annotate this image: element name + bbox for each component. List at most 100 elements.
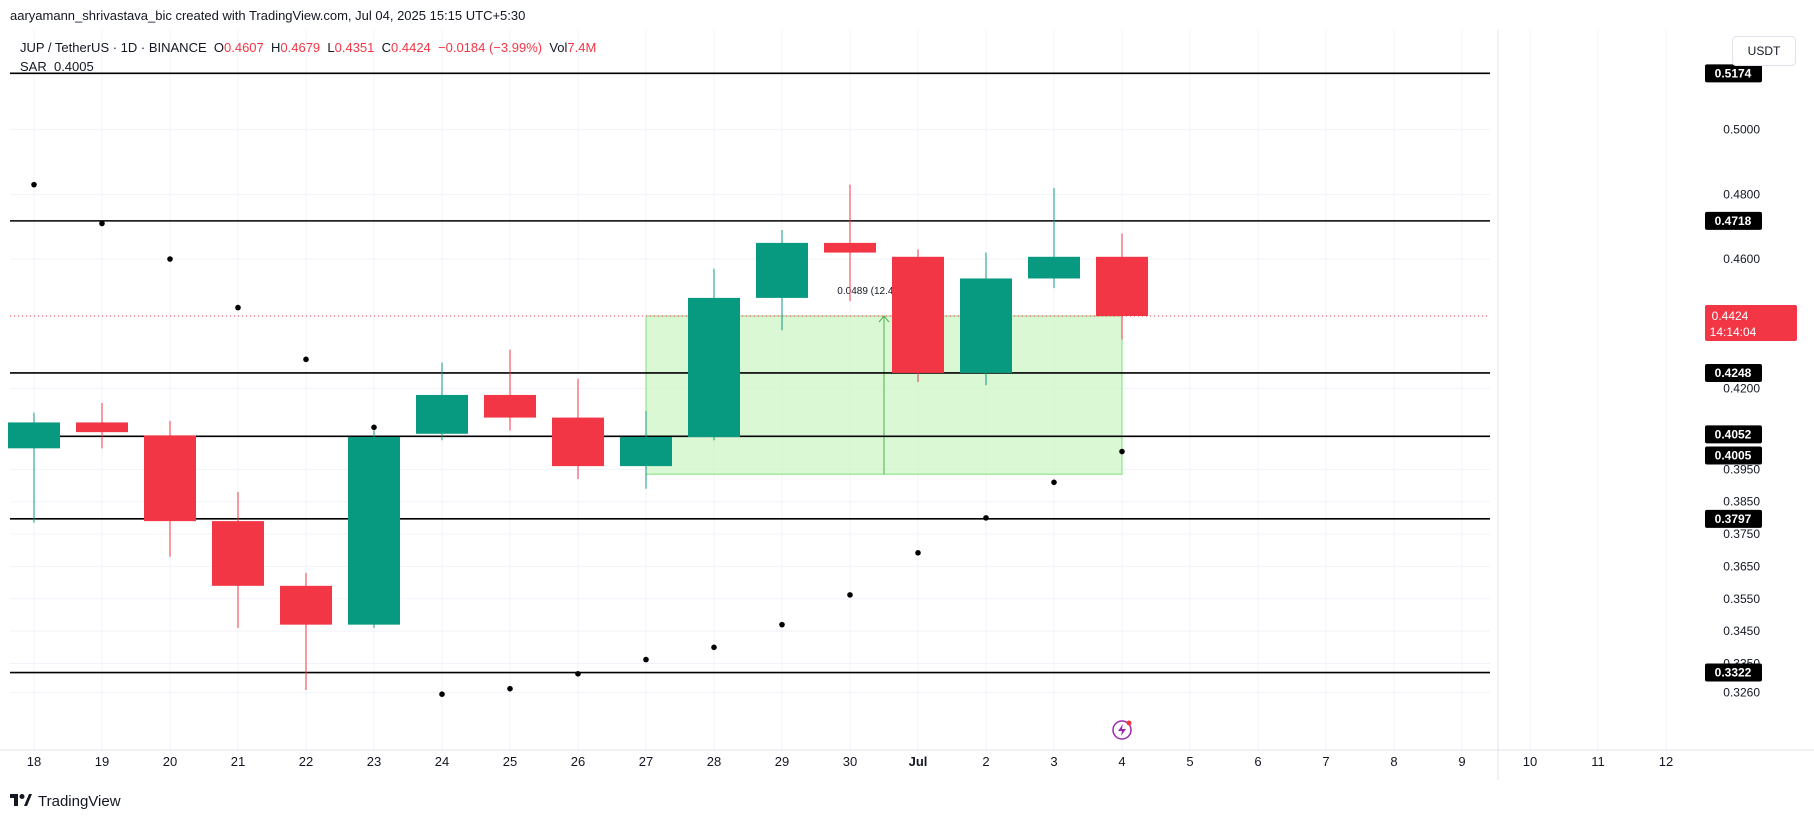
candle-body (960, 278, 1012, 373)
ohlc-row: JUP / TetherUS · 1D · BINANCE O0.4607 H 0… (20, 38, 596, 57)
time-tick-label: 7 (1322, 754, 1329, 769)
sar-dot (439, 691, 445, 698)
time-tick-label: 10 (1523, 754, 1537, 769)
sar-dot (167, 256, 173, 262)
sar-dot (507, 685, 513, 692)
sar-dot (847, 592, 853, 598)
time-tick-label: 4 (1118, 754, 1125, 769)
candle (552, 378, 604, 480)
time-tick-label: 12 (1659, 754, 1673, 769)
tradingview-brand: TradingView (10, 793, 121, 810)
price-tick-label: 0.5000 (1723, 123, 1760, 137)
level-price-label: 0.3797 (1715, 512, 1752, 526)
price-axis: 0.5000 0.4800 0.4600 0.4200 0.3950 0.3850 0.37… (1705, 64, 1797, 700)
tradingview-logo-icon (10, 793, 32, 810)
current-price-label: 0.4424 (1712, 309, 1749, 323)
sar-dot (915, 550, 921, 556)
time-tick-label: 8 (1390, 754, 1397, 769)
candle-body (76, 422, 128, 433)
time-tick-label: 11 (1591, 754, 1605, 769)
sar-dot (235, 304, 241, 311)
price-tick-label: 0.4200 (1723, 381, 1760, 395)
candle (756, 229, 808, 331)
open-value: 0.4607 (224, 40, 264, 55)
candle-body (348, 437, 400, 625)
price-tick-label: 0.3950 (1723, 462, 1760, 476)
sar-dot (643, 656, 649, 663)
candle (892, 249, 944, 382)
time-tick-label: 29 (775, 754, 789, 769)
candle-body (688, 297, 740, 437)
sar-label[interactable]: SAR (20, 59, 47, 74)
candle-body (144, 435, 196, 522)
level-price-label: 0.4052 (1715, 427, 1752, 441)
candle (144, 420, 196, 557)
symbol-name[interactable]: JUP / TetherUS · 1D · BINANCE (20, 40, 207, 55)
level-price-tag (1705, 363, 1762, 382)
time-tick-label: 6 (1254, 754, 1261, 769)
candle (824, 184, 876, 302)
candle (212, 492, 264, 628)
time-tick-label: 20 (163, 754, 177, 769)
level-price-label: 0.3322 (1715, 666, 1752, 680)
horizontal-levels (10, 72, 1490, 674)
volume-label: Vol (549, 40, 568, 55)
candle-body (552, 417, 604, 467)
level-price-tag (1705, 64, 1762, 83)
sar-dot (711, 644, 717, 651)
time-tick-label: Jul (909, 754, 928, 769)
price-tick-label: 0.3450 (1723, 624, 1760, 638)
close-value: 0.4424 (391, 40, 431, 55)
time-tick-label: 25 (503, 754, 517, 769)
sar-dots (31, 181, 1125, 698)
low-value: 0.4351 (334, 40, 375, 55)
lightning-icon-bolt (1118, 724, 1126, 736)
time-tick-label: 3 (1050, 754, 1057, 769)
price-tick-label: 0.4800 (1723, 187, 1760, 201)
sar-dot (983, 515, 989, 521)
level-price-label: 0.4718 (1715, 214, 1752, 228)
chart-caption: aaryamann_shrivastava_bic created with T… (10, 8, 526, 23)
lightning-icon[interactable] (1112, 720, 1132, 740)
level-price-tag (1705, 663, 1762, 682)
time-tick-label: 27 (639, 754, 653, 769)
candle (8, 412, 60, 523)
time-tick-label: 28 (707, 754, 721, 769)
price-tick-label: 0.3850 (1723, 495, 1760, 509)
candle (960, 252, 1012, 386)
candle (280, 572, 332, 690)
high-label: H (271, 40, 281, 55)
sar-dot (303, 356, 309, 363)
volume-value: 7.4M (567, 40, 597, 55)
time-axis: 18 19 20 21 22 23 24 25 26 27 28 29 30 Jul 2 3 4 5 6 7 8 9 10 1… (27, 754, 1673, 769)
sar-dot (99, 220, 105, 227)
candle (348, 430, 400, 628)
level-price-label: 0.4248 (1715, 366, 1752, 380)
price-tick-label: 0.4600 (1723, 252, 1760, 266)
candle-body (8, 422, 60, 449)
sar-price-label: 0.4005 (1715, 449, 1752, 463)
price-chart[interactable]: 0.0489 (12.43%) 489 0.50000.48000.46000.… (0, 30, 1814, 780)
range-arrow-head (878, 315, 890, 323)
sar-dot (371, 424, 377, 431)
candle-body (1096, 256, 1148, 316)
candle-body (892, 256, 944, 373)
lightning-icon-badge (1126, 720, 1132, 726)
currency-unit-button[interactable]: USDT (1732, 36, 1796, 66)
sar-dot (31, 181, 37, 188)
candle (1096, 233, 1148, 340)
candle-body (212, 521, 264, 586)
candle-body (416, 394, 468, 434)
candle (620, 411, 672, 489)
sar-value: 0.4005 (53, 59, 94, 74)
level-price-tag (1705, 211, 1762, 230)
candle-body (1028, 256, 1080, 279)
sar-dot (1119, 448, 1125, 455)
time-tick-label: 26 (571, 754, 585, 769)
open-label: O (213, 40, 224, 55)
candle (416, 362, 468, 441)
sar-price-tag (1705, 446, 1762, 465)
sar-row: SAR 0.4005 (20, 57, 596, 76)
time-tick-label: 5 (1186, 754, 1193, 769)
sar-dot (1051, 479, 1057, 486)
